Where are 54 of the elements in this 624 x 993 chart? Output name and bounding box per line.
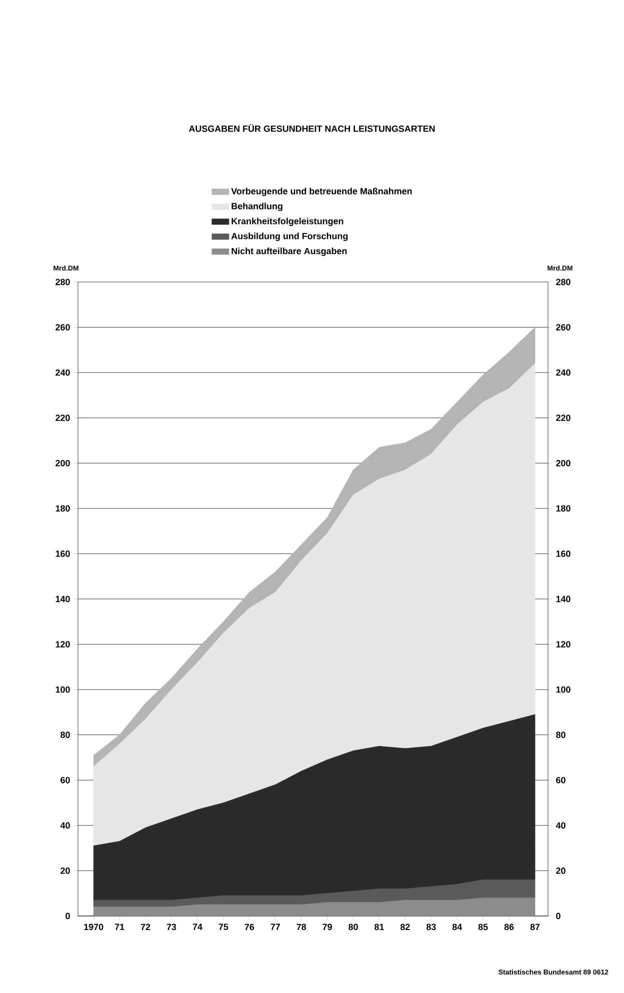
legend-label: Vorbeugende und betreuende Maßnahmen	[231, 188, 412, 196]
y2-tick-label: 140	[556, 596, 570, 602]
y-tick-label: 220	[56, 414, 70, 422]
x-tick-label: 73	[166, 924, 176, 930]
x-tick-label: 82	[400, 924, 410, 930]
y-tick-label: 120	[56, 641, 70, 648]
y-tick-label: 0	[66, 912, 70, 920]
x-tick-label: 87	[530, 924, 540, 930]
x-tick-label: 71	[114, 924, 124, 930]
y2-tick-label: 120	[556, 641, 570, 648]
x-tick-label: 75	[218, 924, 228, 930]
legend-label: Nicht aufteilbare Ausgaben	[232, 248, 347, 256]
y2-tick-label: 20	[556, 868, 566, 874]
y-tick-label: 140	[56, 596, 70, 602]
legend-label: Behandlung	[232, 202, 282, 212]
y2-tick-label: 280	[556, 278, 570, 286]
x-tick-label: 85	[478, 924, 488, 930]
y-tick-label: 20	[60, 868, 70, 874]
y2-tick-label: 80	[556, 732, 566, 738]
chart-title: AUSGABEN FÜR GESUNDHEIT NACH LEISTUNGSARTEN	[188, 124, 435, 132]
y-tick-label: 40	[60, 822, 70, 829]
y-tick-label: 280	[56, 278, 70, 286]
x-tick-label: 77	[270, 924, 280, 930]
y-tick-label: 160	[56, 550, 70, 557]
x-tick-label: 81	[374, 924, 384, 930]
y-tick-label: 80	[60, 732, 70, 738]
x-tick-label: 79	[322, 924, 332, 930]
x-tick-label: 1970	[84, 924, 104, 930]
y-tick-label: 180	[56, 505, 70, 512]
legend-label: Krankheitsfolgeleistungen	[232, 218, 344, 226]
y2-tick-label: 60	[556, 776, 566, 784]
y2-tick-label: 100	[556, 686, 570, 693]
y2-tick-label: 180	[556, 505, 570, 512]
y-tick-label: 240	[56, 369, 70, 376]
y2-tick-label: 240	[556, 369, 570, 376]
x-tick-label: 78	[296, 924, 306, 930]
y2-tick-label: 0	[556, 912, 560, 920]
legend-label: Ausbildung und Forschung	[231, 232, 348, 242]
y-tick-label: 60	[60, 776, 70, 784]
y2-tick-label: 40	[556, 822, 566, 829]
x-tick-label: 72	[140, 924, 150, 930]
y-tick-label: 260	[56, 324, 70, 330]
y2-tick-label: 260	[556, 324, 570, 330]
x-tick-label: 80	[348, 924, 358, 930]
y2-tick-label: 160	[556, 550, 570, 557]
x-tick-label: 86	[504, 924, 514, 930]
x-tick-label: 83	[426, 924, 436, 930]
y-tick-label: 100	[56, 686, 70, 693]
y2-tick-label: 220	[556, 414, 570, 422]
x-tick-label: 84	[452, 924, 462, 930]
x-tick-label: 74	[192, 924, 202, 930]
y-tick-label: 200	[56, 460, 70, 466]
x-tick-label: 76	[244, 924, 254, 930]
y2-tick-label: 200	[556, 460, 570, 466]
